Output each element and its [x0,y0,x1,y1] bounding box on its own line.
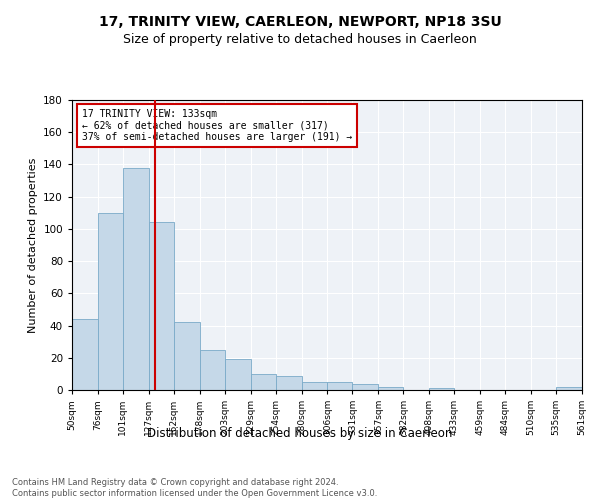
Bar [149,222,174,390]
Bar [98,213,123,390]
Bar [174,322,200,390]
Text: 17, TRINITY VIEW, CAERLEON, NEWPORT, NP18 3SU: 17, TRINITY VIEW, CAERLEON, NEWPORT, NP1… [98,15,502,29]
Bar [72,319,98,390]
Bar [556,387,582,390]
Bar [379,387,403,390]
Bar [302,382,328,390]
Text: 17 TRINITY VIEW: 133sqm
← 62% of detached houses are smaller (317)
37% of semi-d: 17 TRINITY VIEW: 133sqm ← 62% of detache… [82,108,352,142]
Bar [328,382,352,390]
Bar [123,168,149,390]
Bar [225,360,251,390]
Text: Distribution of detached houses by size in Caerleon: Distribution of detached houses by size … [148,428,452,440]
Bar [352,384,379,390]
Bar [251,374,275,390]
Text: Contains HM Land Registry data © Crown copyright and database right 2024.
Contai: Contains HM Land Registry data © Crown c… [12,478,377,498]
Y-axis label: Number of detached properties: Number of detached properties [28,158,38,332]
Bar [429,388,454,390]
Text: Size of property relative to detached houses in Caerleon: Size of property relative to detached ho… [123,32,477,46]
Bar [275,376,302,390]
Bar [200,350,225,390]
